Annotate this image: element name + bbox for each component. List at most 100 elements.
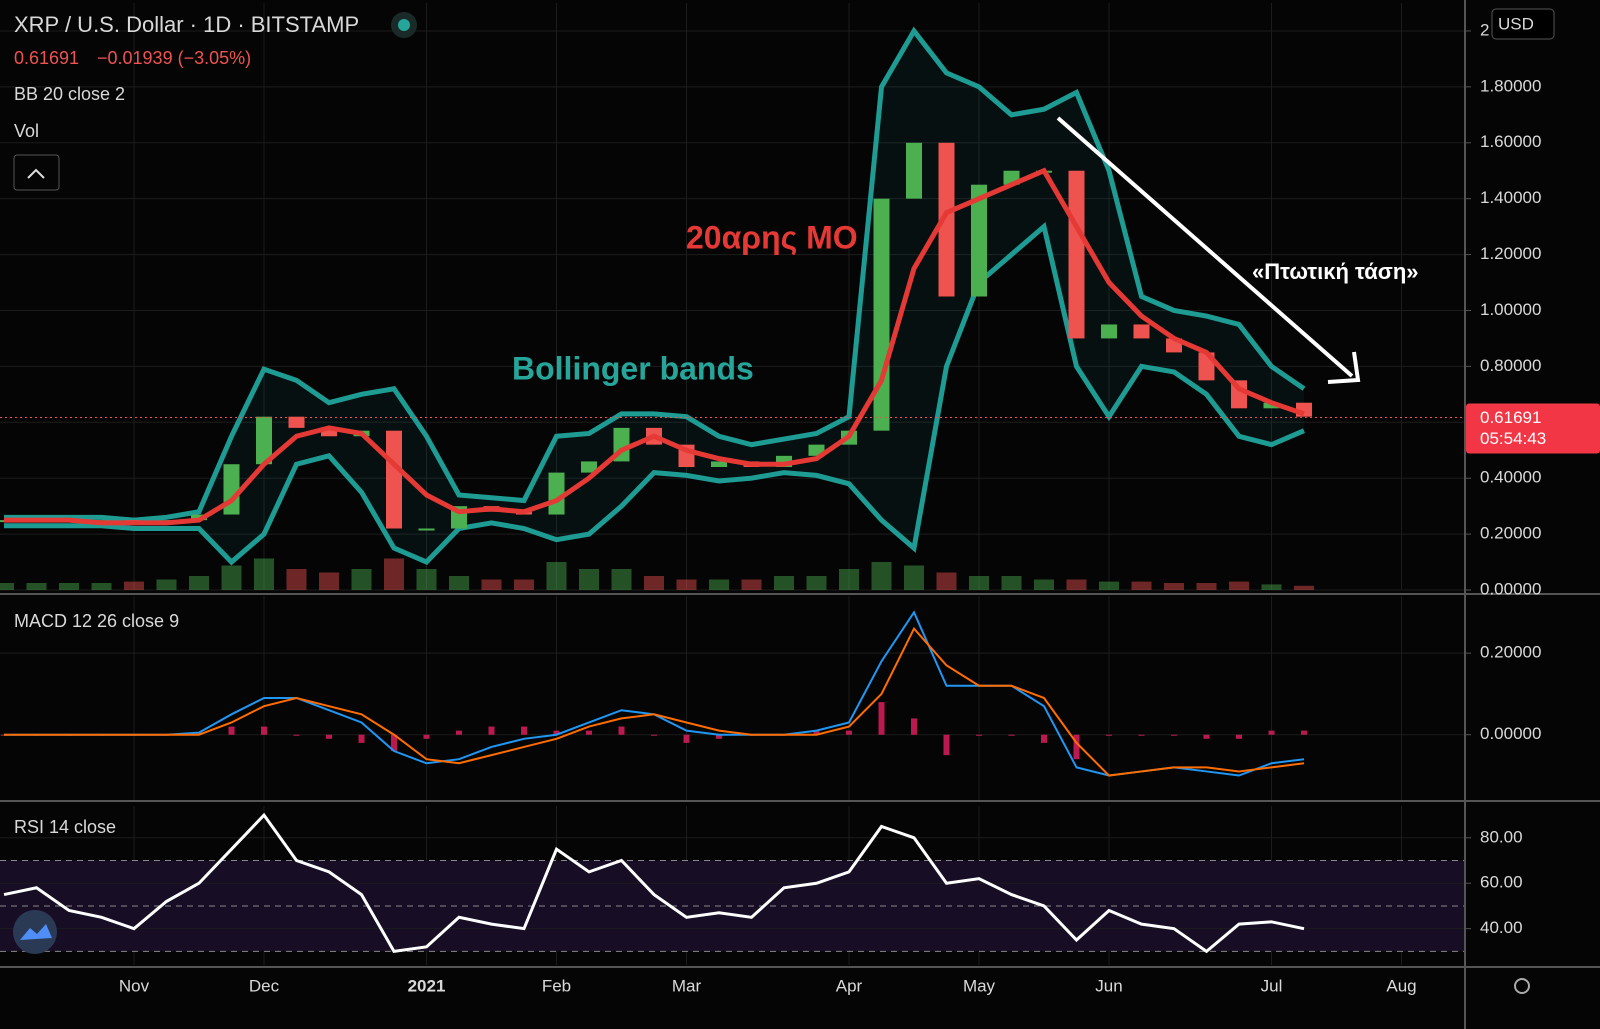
volume-bar xyxy=(481,579,502,590)
histogram-bar xyxy=(976,734,982,736)
volume-bar xyxy=(1294,585,1314,590)
candle xyxy=(288,416,305,428)
band-upper xyxy=(4,26,1306,523)
volume-bar xyxy=(1099,581,1119,590)
x-tick-label: Dec xyxy=(249,976,280,995)
volume-bar xyxy=(449,576,469,590)
volume-bar xyxy=(0,583,14,590)
volume-bar xyxy=(1066,579,1087,590)
x-tick-label: Aug xyxy=(1386,976,1416,995)
last-price: 0.61691 xyxy=(14,48,79,68)
volume-bar xyxy=(91,583,112,590)
y-tick-label: 1.80000 xyxy=(1480,76,1541,95)
candle xyxy=(548,472,565,515)
volume-bar xyxy=(514,579,534,590)
volume-bar xyxy=(189,576,209,590)
volume-bar xyxy=(384,558,404,590)
candle xyxy=(256,416,272,465)
panel-title: MACD 12 26 close 9 xyxy=(14,611,179,631)
histogram-bar xyxy=(358,734,365,743)
indicator-label: BB 20 close 2 xyxy=(14,84,125,104)
logo[interactable] xyxy=(13,910,57,954)
volume-bar xyxy=(1131,581,1152,590)
candle xyxy=(386,430,402,529)
collapse-button[interactable] xyxy=(13,154,60,191)
trend-arrow-head xyxy=(1327,351,1361,384)
annotation: 20αρης ΜΟ xyxy=(686,219,858,255)
histogram-bar xyxy=(391,734,397,752)
currency-button[interactable] xyxy=(1491,8,1555,40)
histogram-bar xyxy=(1171,734,1177,736)
settings-icon[interactable] xyxy=(1514,978,1530,994)
volume-bar xyxy=(156,579,177,590)
volume-bar xyxy=(871,562,892,590)
logo-icon xyxy=(20,924,52,940)
histogram-bar xyxy=(911,718,917,735)
currency-label: USD xyxy=(1498,14,1534,33)
annotation: «Πτωτική τάση» xyxy=(1252,259,1419,284)
volume-bar xyxy=(1229,581,1249,590)
x-tick-label: Apr xyxy=(836,976,863,995)
volume-bar xyxy=(221,565,242,590)
candle xyxy=(418,528,435,531)
histogram-bar xyxy=(1041,734,1047,743)
y-tick-label: 1.60000 xyxy=(1480,132,1541,151)
indicator-label: Vol xyxy=(14,121,39,141)
marks xyxy=(0,26,1465,954)
histogram-bar xyxy=(1268,730,1275,735)
candle xyxy=(223,464,240,515)
y-tick-label: 60.00 xyxy=(1480,873,1523,892)
collapse-icon xyxy=(27,168,45,179)
candle xyxy=(581,461,597,473)
histogram-bar xyxy=(261,726,267,735)
histogram-bar xyxy=(488,726,495,735)
histogram-bar xyxy=(553,730,560,735)
histogram-bar xyxy=(456,730,462,735)
y-tick-label: 0.20000 xyxy=(1480,524,1541,543)
candle xyxy=(1263,402,1280,409)
histogram-bar xyxy=(326,734,332,739)
volume-bar xyxy=(676,579,697,590)
panel-title: RSI 14 close xyxy=(14,817,116,837)
y-tick-label: 1.40000 xyxy=(1480,188,1541,207)
volume-bar xyxy=(26,583,47,590)
histogram-bar xyxy=(846,730,852,735)
volume-bar xyxy=(904,565,924,590)
volume-bar xyxy=(611,569,632,590)
histogram-bar xyxy=(683,734,690,743)
histogram-bar xyxy=(1203,734,1210,739)
volume-bar xyxy=(644,576,664,590)
volume-bar xyxy=(1001,576,1022,590)
macd-line xyxy=(4,626,1305,777)
annotation: Bollinger bands xyxy=(512,350,754,386)
volume-bar xyxy=(1034,579,1054,590)
x-tick-label: May xyxy=(963,976,996,995)
histogram-bar xyxy=(228,726,235,735)
histogram-bar xyxy=(586,730,592,735)
candle xyxy=(711,461,727,468)
candle xyxy=(1068,170,1085,339)
volume-bar xyxy=(806,576,827,590)
last-price-label: 0.61691 xyxy=(1480,408,1541,427)
last-change: −0.01939 (−3.05%) xyxy=(97,48,251,68)
y-tick-label: 1.00000 xyxy=(1480,300,1541,319)
volume-bar xyxy=(319,572,339,590)
histogram-bar xyxy=(618,726,625,735)
y-tick-label: 0.20000 xyxy=(1480,643,1541,662)
volume-bar xyxy=(416,569,437,590)
histogram-bar xyxy=(813,730,820,735)
grid xyxy=(0,3,1471,965)
histogram-bar xyxy=(521,726,527,735)
volume-bar xyxy=(741,579,762,590)
histogram-bar xyxy=(1008,734,1015,736)
volume-bar xyxy=(579,569,599,590)
x-tick-label: Jul xyxy=(1261,976,1283,995)
last-price-box xyxy=(1466,403,1600,454)
y-tick-label: 80.00 xyxy=(1480,827,1523,846)
y-tick-label: 2 xyxy=(1480,20,1489,39)
histogram-bar xyxy=(1236,734,1242,739)
labels: XRP / U.S. Dollar · 1D · BITSTAMP 0.6169… xyxy=(13,8,1600,995)
